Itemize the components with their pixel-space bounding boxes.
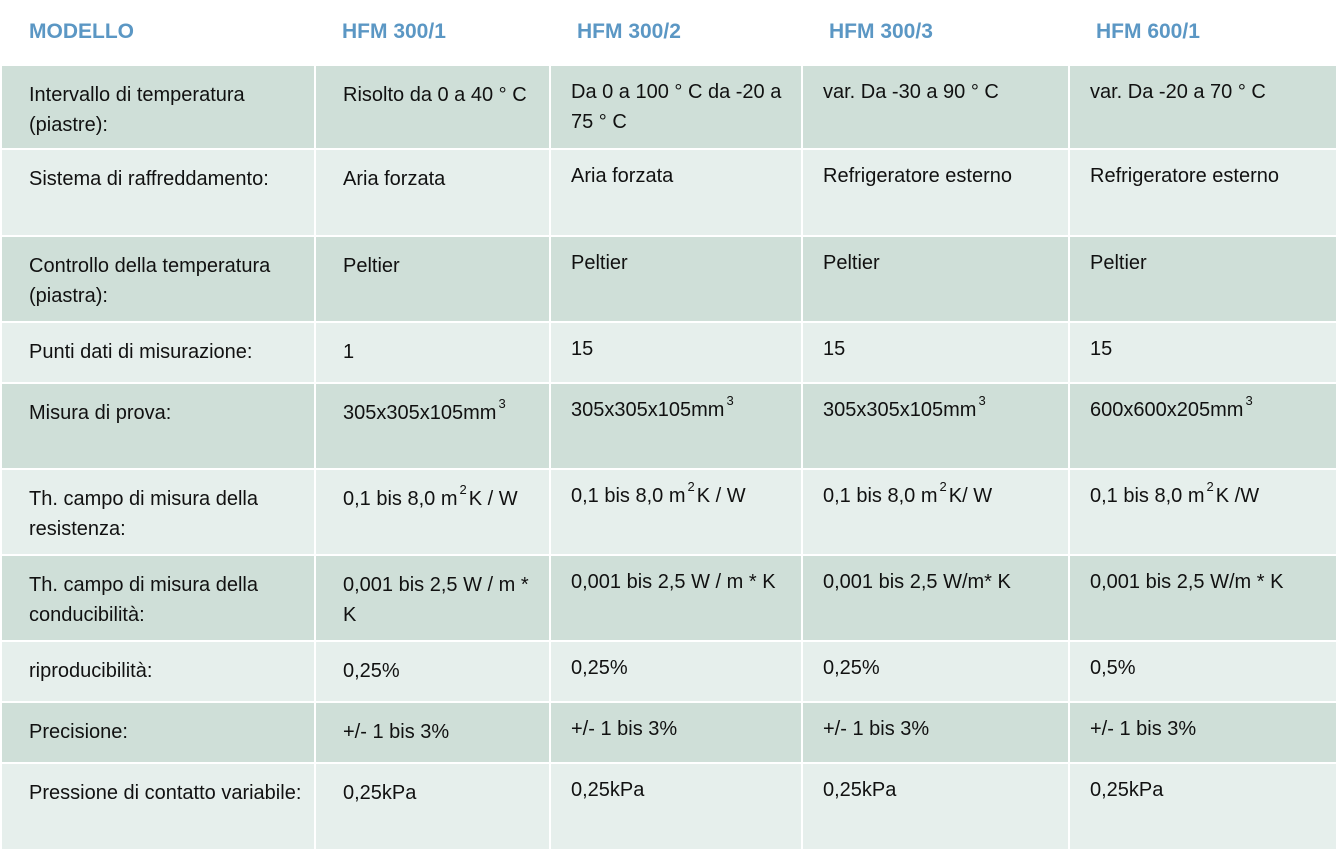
table-cell: 305x305x105mm 3 [315,383,551,470]
table-cell: 0,001 bis 2,5 W / m * K [315,555,551,642]
table-cell: +/- 1 bis 3% [1069,702,1336,764]
table-cell: 305x305x105mm 3 [550,383,803,470]
header-model-3: HFM 300/3 [802,0,1069,66]
table-cell: Peltier [315,236,551,323]
table-cell: +/- 1 bis 3% [315,702,551,764]
table-cell: Aria forzata [315,149,551,237]
cell-text-suffix: K / W [468,488,518,510]
unit-exponent: 3 [1245,393,1253,409]
unit-exponent: 2 [459,482,467,498]
table-row: Punti dati di misurazione: 1 15 15 15 [2,322,1336,384]
row-label: riproducibilità: [2,641,316,703]
cell-text: 305x305x105mm [343,402,497,424]
table-row: Sistema di raffreddamento: Aria forzata … [2,149,1336,237]
cell-text: 0,1 bis 8,0 m [823,485,938,507]
table-cell: 0,25% [315,641,551,703]
cell-text: 0,1 bis 8,0 m [571,485,686,507]
header-model-4: HFM 600/1 [1069,0,1336,66]
table-cell: 15 [802,322,1070,384]
table-cell: 0,001 bis 2,5 W / m * K [550,555,803,642]
header-model-1: HFM 300/1 [315,0,550,66]
table-row: riproducibilità: 0,25% 0,25% 0,25% 0,5% [2,641,1336,703]
unit-exponent: 3 [498,396,506,412]
cell-text: 305x305x105mm [823,399,977,421]
spec-table-body: Intervallo di temperatura (piastre): Ris… [2,65,1336,851]
cell-text: 0,1 bis 8,0 m [1090,485,1205,507]
table-cell: Refrigeratore esterno [1069,149,1336,237]
cell-text: 600x600x205mm [1090,399,1244,421]
table-cell: 15 [1069,322,1336,384]
table-cell: 1 [315,322,551,384]
row-label: Sistema di raffreddamento: [2,149,316,237]
table-cell: 0,001 bis 2,5 W/m* K [802,555,1070,642]
row-label: Controllo della temperatura (piastra): [2,236,316,323]
table-cell: 0,001 bis 2,5 W/m * K [1069,555,1336,642]
table-cell: 0,5% [1069,641,1336,703]
table-cell: Peltier [1069,236,1336,323]
table-cell: var. Da -20 a 70 ° C [1069,65,1336,150]
unit-exponent: 2 [939,479,947,495]
row-label: Punti dati di misurazione: [2,322,316,384]
table-cell: 15 [550,322,803,384]
unit-exponent: 2 [687,479,695,495]
table-cell: 0,25% [550,641,803,703]
table-row: Misura di prova: 305x305x105mm 3 305x305x… [2,383,1336,470]
unit-exponent: 3 [978,393,986,409]
row-label: Th. campo di misura della conducibilità: [2,555,316,642]
header-model-2: HFM 300/2 [550,0,802,66]
table-cell: 305x305x105mm 3 [802,383,1070,470]
table-cell: 0,25% [802,641,1070,703]
header-row: MODELLO HFM 300/1 HFM 300/2 HFM 300/3 HF… [2,0,1336,66]
row-label: Th. campo di misura della resistenza: [2,469,316,556]
table-row: Controllo della temperatura (piastra): P… [2,236,1336,323]
table-row: Th. campo di misura della resistenza: 0,… [2,469,1336,556]
table-cell: Risolto da 0 a 40 ° C [315,65,551,150]
row-label: Pressione di contatto variabile: [2,763,316,851]
row-label: Precisione: [2,702,316,764]
unit-exponent: 3 [726,393,734,409]
table-cell: Peltier [550,236,803,323]
table-cell: +/- 1 bis 3% [802,702,1070,764]
table-cell: Aria forzata [550,149,803,237]
header-model-label: MODELLO [2,0,315,66]
table-cell: +/- 1 bis 3% [550,702,803,764]
table-row: Th. campo di misura della conducibilità:… [2,555,1336,642]
table-row: Pressione di contatto variabile: 0,25kPa… [2,763,1336,851]
cell-text-suffix: K/ W [948,485,993,507]
table-row: Precisione: +/- 1 bis 3% +/- 1 bis 3% +/… [2,702,1336,764]
table-cell: 0,25kPa [802,763,1070,851]
unit-exponent: 2 [1206,479,1214,495]
table-cell: 0,1 bis 8,0 m 2 K/ W [802,469,1070,556]
table-cell: Da 0 a 100 ° C da -20 a 75 ° C [550,65,803,150]
row-label: Misura di prova: [2,383,316,470]
table-cell: var. Da -30 a 90 ° C [802,65,1070,150]
table-row: Intervallo di temperatura (piastre): Ris… [2,65,1336,150]
cell-text-suffix: K /W [1215,485,1260,507]
cell-text-suffix: K / W [696,485,746,507]
table-cell: 0,25kPa [550,763,803,851]
cell-text: 305x305x105mm [571,399,725,421]
cell-text: 0,1 bis 8,0 m [343,488,458,510]
table-cell: 0,25kPa [315,763,551,851]
row-label: Intervallo di temperatura (piastre): [2,65,316,150]
table-cell: 600x600x205mm 3 [1069,383,1336,470]
table-cell: Peltier [802,236,1070,323]
table-cell: Refrigeratore esterno [802,149,1070,237]
table-cell: 0,25kPa [1069,763,1336,851]
